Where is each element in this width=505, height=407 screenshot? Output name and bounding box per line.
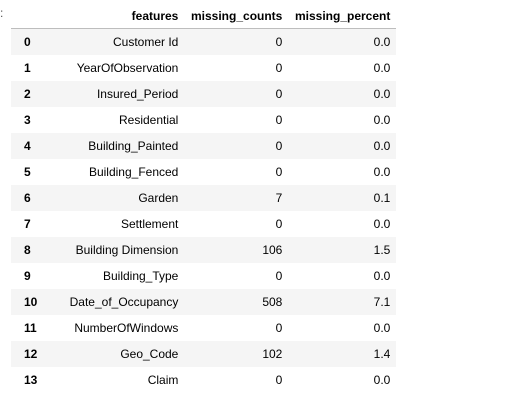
row-index: 8 (24, 243, 31, 257)
cell-features: Building_Fenced (88, 165, 179, 179)
cell-missing-percent: 0.0 (373, 373, 391, 387)
header-missing-percent: missing_percent (288, 3, 397, 29)
cell-missing-percent: 0.1 (373, 191, 391, 205)
cell-missing-counts: 106 (262, 243, 283, 257)
table-row: 4 Building_Painted 0 0.0 (11, 133, 397, 159)
cell-missing-counts: 0 (275, 321, 283, 335)
cell-features: Geo_Code (120, 347, 179, 361)
cell-missing-percent: 7.1 (373, 295, 391, 309)
cell-features: Insured_Period (96, 87, 179, 101)
cell-missing-counts: 7 (275, 191, 283, 205)
row-index: 10 (24, 295, 38, 309)
table-row: 7 Settlement 0 0.0 (11, 211, 396, 237)
table-row: 10 Date_of_Occupancy 508 7.1 (11, 289, 397, 315)
row-index: 6 (24, 191, 31, 205)
cell-missing-percent: 1.4 (373, 347, 391, 361)
cell-missing-percent: 0.0 (373, 87, 391, 101)
cell-missing-percent: 0.0 (373, 35, 391, 49)
dataframe-table: features missing_counts missing_percent … (11, 3, 397, 394)
cell-features: NumberOfWindows (74, 321, 179, 335)
cell-features: Settlement (120, 217, 179, 231)
cell-features: Date_of_Occupancy (69, 295, 179, 309)
row-index: 5 (24, 165, 31, 179)
cell-missing-percent: 1.5 (373, 243, 391, 257)
table-header-row: features missing_counts missing_percent (11, 3, 397, 29)
output-prompt-marker: : (0, 6, 4, 20)
cell-features: Customer Id (113, 35, 179, 49)
table-body: 0 Customer Id 0 0.0 1 YearOfObservation … (11, 28, 397, 394)
cell-missing-percent: 0.0 (373, 269, 391, 283)
row-index: 1 (24, 61, 31, 75)
table-row: 6 Garden 7 0.1 (11, 185, 397, 211)
cell-missing-counts: 0 (275, 87, 283, 101)
cell-missing-counts: 0 (275, 165, 283, 179)
table-row: 5 Building_Fenced 0 0.0 (11, 159, 396, 185)
cell-missing-percent: 0.0 (373, 321, 391, 335)
row-index: 0 (24, 35, 31, 49)
row-index: 2 (24, 87, 31, 101)
table-row: 1 YearOfObservation 0 0.0 (11, 55, 396, 81)
cell-features: Building_Type (102, 269, 179, 283)
row-index: 13 (24, 373, 38, 387)
table-row: 2 Insured_Period 0 0.0 (11, 81, 397, 107)
table-row: 9 Building_Type 0 0.0 (11, 263, 396, 289)
table-row: 12 Geo_Code 102 1.4 (11, 341, 397, 367)
table-row: 11 NumberOfWindows 0 0.0 (11, 315, 396, 341)
cell-missing-percent: 0.0 (373, 165, 391, 179)
cell-missing-counts: 0 (275, 61, 283, 75)
cell-features: Building_Painted (88, 139, 179, 153)
cell-missing-percent: 0.0 (373, 113, 391, 127)
row-index: 11 (24, 321, 37, 335)
header-features: features (43, 3, 185, 29)
cell-missing-percent: 0.0 (373, 217, 391, 231)
cell-features: Residential (118, 113, 179, 127)
row-index: 12 (24, 347, 38, 361)
row-index: 3 (24, 113, 31, 127)
table-row: 13 Claim 0 0.0 (11, 367, 396, 393)
row-index: 9 (24, 269, 31, 283)
cell-features: Garden (138, 191, 179, 205)
cell-features: Claim (147, 373, 179, 387)
header-missing-counts: missing_counts (184, 3, 289, 29)
cell-missing-percent: 0.0 (373, 139, 391, 153)
cell-features: YearOfObservation (76, 61, 179, 75)
table-row: 3 Residential 0 0.0 (11, 107, 396, 133)
cell-missing-counts: 0 (275, 217, 283, 231)
cell-missing-percent: 0.0 (373, 61, 391, 75)
cell-missing-counts: 0 (275, 139, 283, 153)
row-index: 4 (24, 139, 31, 153)
cell-missing-counts: 0 (275, 373, 283, 387)
cell-missing-counts: 102 (262, 347, 283, 361)
cell-missing-counts: 0 (275, 269, 283, 283)
cell-missing-counts: 0 (275, 113, 283, 127)
row-index: 7 (24, 217, 31, 231)
header-index (11, 3, 44, 29)
cell-missing-counts: 0 (275, 35, 283, 49)
cell-features: Building Dimension (75, 243, 179, 257)
table-row: 8 Building Dimension 106 1.5 (11, 237, 397, 263)
cell-missing-counts: 508 (262, 295, 283, 309)
table-row: 0 Customer Id 0 0.0 (11, 28, 397, 55)
